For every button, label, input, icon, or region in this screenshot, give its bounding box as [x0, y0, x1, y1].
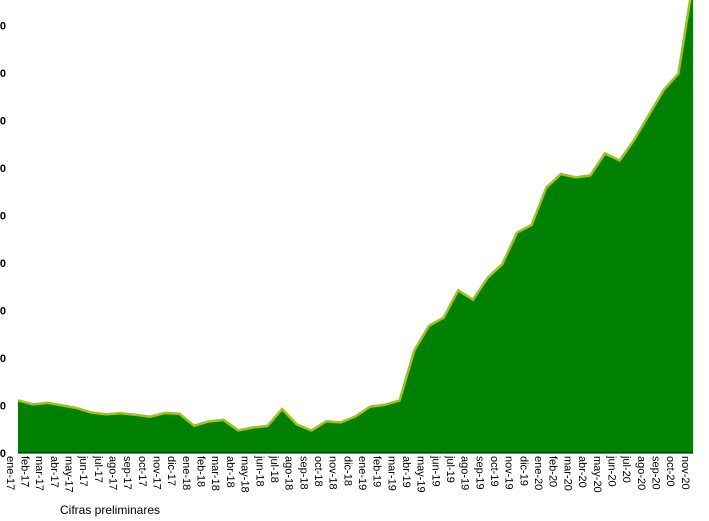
x-tick-label: jun-20 [605, 455, 617, 487]
x-tick-label: dic-17 [165, 456, 177, 486]
x-tick-label: ene-18 [180, 456, 192, 490]
x-tick-label: abr-18 [224, 456, 236, 488]
x-tick-label: mar-17 [33, 456, 45, 491]
x-tick-label: ago-17 [107, 456, 119, 490]
x-tick-label: ene-19 [356, 456, 368, 490]
x-tick-label: mar-19 [385, 456, 397, 491]
x-tick-label: mar-20 [561, 456, 573, 491]
x-tick-label: oct-17 [136, 456, 148, 487]
x-tick-label: abr-19 [400, 456, 412, 488]
footnote: Cifras preliminares [60, 503, 161, 517]
x-tick-label: sep-20 [649, 456, 661, 490]
x-tick-label: dic-18 [341, 456, 353, 486]
y-axis-ticks: 0 50 100 150 200 250 300 350 400 450 [0, 21, 6, 461]
x-tick-label: dic-19 [517, 456, 529, 486]
x-tick-label: ene-17 [4, 456, 16, 490]
y-tick-label: 150 [0, 306, 6, 318]
x-tick-label: ago-18 [283, 456, 295, 490]
y-tick-label: 250 [0, 211, 6, 223]
x-tick-label: oct-18 [312, 456, 324, 487]
x-tick-label: jun-18 [253, 455, 265, 487]
y-tick-label: 300 [0, 163, 6, 175]
series-line [17, 0, 692, 432]
x-tick-label: may-17 [62, 456, 74, 493]
x-tick-label: jul-19 [444, 455, 456, 483]
x-tick-label: may-19 [415, 456, 427, 493]
y-tick-label: 0 [0, 448, 6, 460]
x-tick-label: jun-19 [429, 455, 441, 487]
x-tick-label: abr-17 [48, 456, 60, 488]
x-tick-label: jul-17 [92, 455, 104, 483]
x-axis-labels: ene-17 feb-17 mar-17 abr-17 may-17 jun-17 jul-… [4, 455, 691, 493]
y-tick-label: 100 [0, 353, 6, 365]
x-tick-label: jul-20 [620, 455, 632, 483]
x-tick-label: nov-17 [151, 456, 163, 490]
x-tick-label: sep-19 [473, 456, 485, 490]
x-tick-label: oct-19 [488, 456, 500, 487]
x-tick-label: jul-18 [268, 455, 280, 483]
x-tick-label: nov-20 [679, 456, 691, 490]
x-tick-label: oct-20 [664, 456, 676, 487]
x-tick-label: may-20 [591, 456, 603, 493]
x-tick-label: may-18 [239, 456, 251, 493]
area-series [18, 0, 693, 453]
y-tick-label: 400 [0, 68, 6, 80]
x-tick-label: feb-18 [195, 456, 207, 487]
x-tick-label: ago-19 [459, 456, 471, 490]
x-tick-label: abr-20 [576, 456, 588, 488]
x-tick-label: nov-19 [503, 456, 515, 490]
x-tick-label: mar-18 [209, 456, 221, 491]
x-tick-label: sep-18 [297, 456, 309, 490]
x-tick-label: ene-20 [532, 456, 544, 490]
x-tick-label: feb-20 [547, 456, 559, 487]
y-tick-label: 200 [0, 258, 6, 270]
x-tick-label: nov-18 [327, 456, 339, 490]
y-tick-label: 50 [0, 401, 6, 413]
x-tick-label: ago-20 [635, 456, 647, 490]
x-tick-label: jun-17 [77, 455, 89, 487]
x-tick-label: sep-17 [121, 456, 133, 490]
x-tick-label: feb-19 [371, 456, 383, 487]
y-tick-label: 350 [0, 116, 6, 128]
y-tick-label: 450 [0, 21, 6, 33]
x-tick-label: feb-17 [18, 456, 30, 487]
